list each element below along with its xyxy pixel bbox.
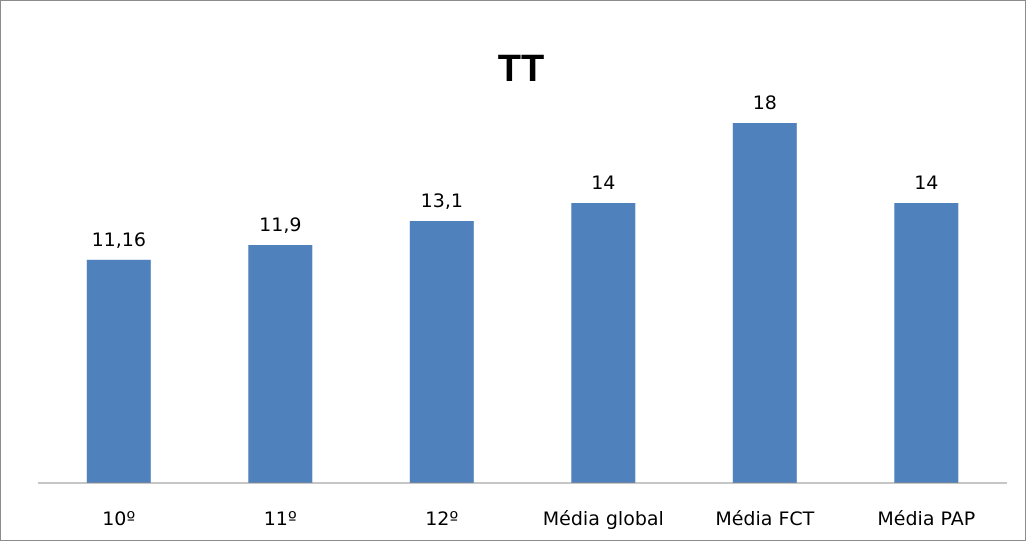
category-label: 11º: [264, 508, 297, 530]
bar: [248, 245, 313, 483]
bars-group: [86, 123, 959, 483]
data-label: 14: [591, 172, 615, 194]
chart-title: TT: [498, 48, 544, 90]
bar: [894, 203, 959, 483]
category-label: Média PAP: [877, 508, 975, 530]
bar: [571, 203, 636, 483]
category-labels-group: 10º 11º 12º Média global Média FCT Média PAP: [102, 508, 975, 530]
data-label: 11,16: [92, 229, 146, 251]
bar: [86, 259, 151, 483]
data-label: 13,1: [421, 190, 463, 212]
category-label: Média global: [543, 508, 664, 530]
data-label: 18: [753, 92, 777, 114]
bar: [732, 123, 797, 483]
category-label: 12º: [425, 508, 458, 530]
data-label: 14: [914, 172, 938, 194]
data-labels-group: 11,16 11,9 13,1 14 18 14: [92, 92, 939, 251]
bar: [409, 221, 474, 483]
data-label: 11,9: [259, 214, 301, 236]
category-label: 10º: [102, 508, 135, 530]
category-label: Média FCT: [715, 508, 814, 530]
